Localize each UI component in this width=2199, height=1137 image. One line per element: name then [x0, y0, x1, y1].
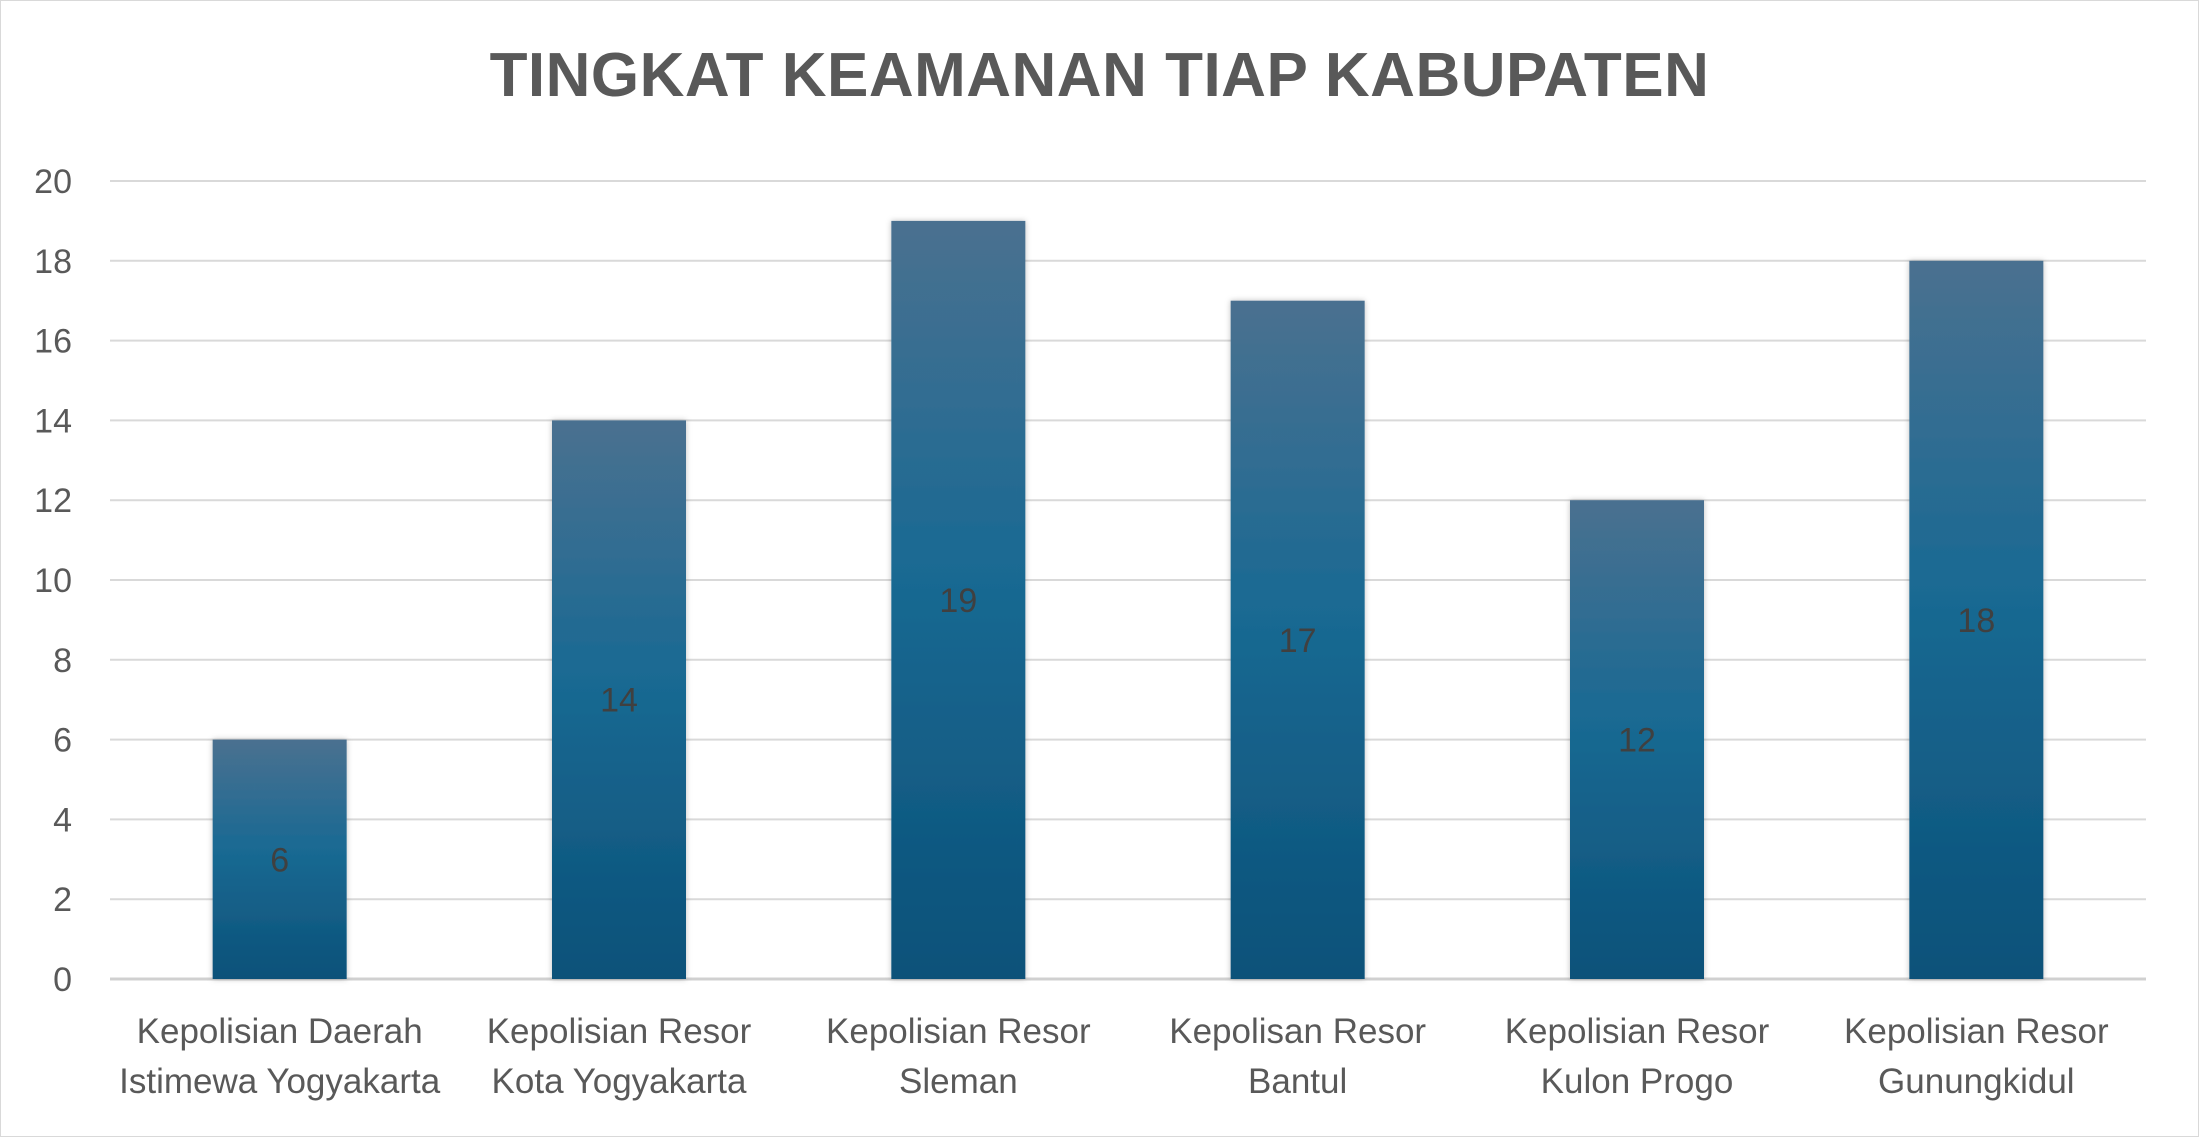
chart-title: TINGKAT KEAMANAN TIAP KABUPATEN	[489, 41, 1710, 110]
y-tick-label: 10	[34, 562, 72, 600]
y-axis: 0 2 4 6 8 10 12 14 16 18 20	[34, 163, 72, 999]
category-label: Gunungkidul	[1878, 1062, 2075, 1101]
gridlines	[110, 180, 2146, 981]
y-tick-label: 2	[53, 881, 72, 919]
bar	[1909, 260, 2044, 979]
y-tick-label: 12	[34, 482, 72, 520]
y-tick-label: 4	[53, 801, 72, 839]
y-tick-label: 6	[53, 722, 72, 760]
bar	[1570, 500, 1704, 979]
y-tick-label: 14	[34, 402, 72, 440]
y-tick-label: 18	[34, 243, 72, 281]
bar	[552, 420, 686, 979]
data-label: 19	[939, 582, 977, 620]
bar	[1230, 300, 1365, 979]
category-label: Kepolisian Resor	[1844, 1012, 2109, 1051]
x-axis: Kepolisian Daerah Istimewa Yogyakarta Kepo…	[119, 1012, 2109, 1101]
category-label: Kepolisian Daerah	[137, 1012, 423, 1051]
data-label: 14	[600, 682, 638, 720]
y-tick-label: 0	[53, 961, 72, 999]
y-tick-label: 8	[53, 642, 72, 680]
category-label: Kepolisan Resor	[1169, 1012, 1426, 1051]
category-label: Bantul	[1248, 1062, 1347, 1101]
category-label: Kepolisian Resor	[826, 1012, 1091, 1051]
bar	[891, 220, 1026, 979]
data-label: 6	[270, 841, 289, 879]
category-label: Kulon Progo	[1541, 1062, 1734, 1101]
y-tick-label: 16	[34, 323, 72, 361]
data-labels: 6 14 19 17 12 18	[270, 582, 1995, 879]
category-label: Sleman	[899, 1062, 1018, 1101]
category-label: Kepolisian Resor	[487, 1012, 752, 1051]
y-tick-label: 20	[34, 163, 72, 201]
bars	[212, 220, 2044, 979]
data-label: 17	[1279, 622, 1317, 660]
category-label: Kepolisian Resor	[1505, 1012, 1770, 1051]
bar	[212, 739, 347, 979]
data-label: 12	[1618, 722, 1656, 760]
data-label: 18	[1957, 602, 1995, 640]
category-label: Istimewa Yogyakarta	[119, 1062, 441, 1101]
category-label: Kota Yogyakarta	[492, 1062, 747, 1101]
